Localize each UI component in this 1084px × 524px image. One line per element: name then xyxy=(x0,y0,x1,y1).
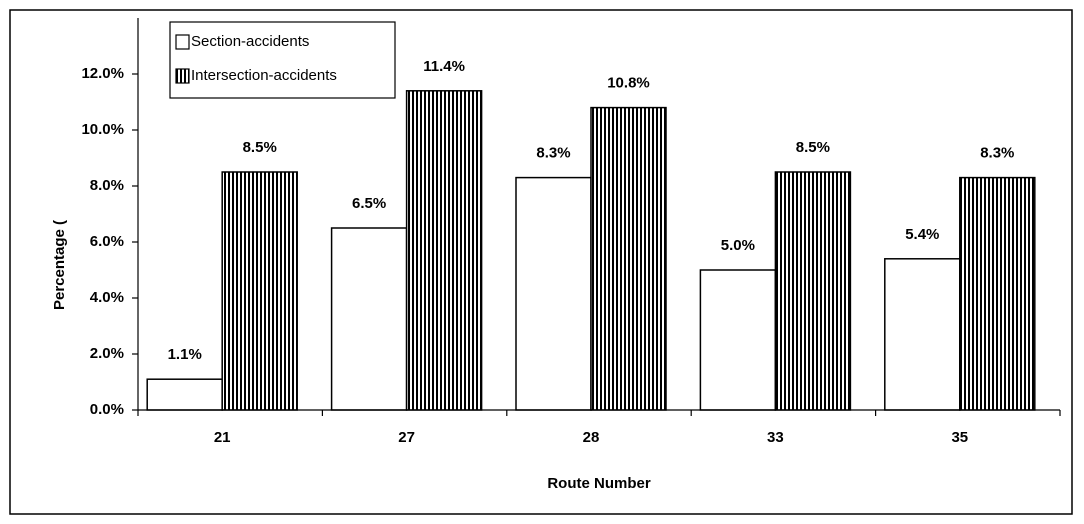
legend-box xyxy=(169,21,396,99)
legend-label: Intersection-accidents xyxy=(191,67,337,84)
value-label: 6.5% xyxy=(352,195,386,212)
bar xyxy=(515,176,592,411)
y-axis-label: Percentage ( xyxy=(51,220,68,310)
x-tick-label: 27 xyxy=(398,429,415,446)
value-label: 8.5% xyxy=(243,139,277,156)
value-label: 11.4% xyxy=(423,58,465,75)
x-tick-label: 28 xyxy=(583,429,600,446)
bar xyxy=(221,171,298,411)
value-label: 8.3% xyxy=(980,145,1014,162)
bar xyxy=(405,90,483,411)
y-tick-label: 2.0% xyxy=(90,345,124,362)
y-tick-label: 12.0% xyxy=(81,65,124,82)
bar xyxy=(590,106,667,411)
y-tick-label: 0.0% xyxy=(90,401,124,418)
legend-swatch xyxy=(175,68,190,84)
y-tick-label: 10.0% xyxy=(81,121,124,138)
value-label: 1.1% xyxy=(168,346,202,363)
value-label: 5.0% xyxy=(721,237,755,254)
y-tick-label: 4.0% xyxy=(90,289,124,306)
bar xyxy=(959,176,1036,411)
value-label: 8.5% xyxy=(796,139,830,156)
value-label: 8.3% xyxy=(536,145,570,162)
bar xyxy=(699,269,777,411)
bar xyxy=(330,227,408,411)
x-tick-label: 33 xyxy=(767,429,784,446)
bar xyxy=(774,171,852,411)
bar xyxy=(884,258,961,411)
x-tick-label: 35 xyxy=(951,429,968,446)
legend-swatch xyxy=(175,34,190,50)
y-tick-label: 6.0% xyxy=(90,233,124,250)
value-label: 5.4% xyxy=(905,226,939,243)
x-axis-label: Route Number xyxy=(547,475,651,492)
x-tick-label: 21 xyxy=(214,429,231,446)
legend-label: Section-accidents xyxy=(191,33,309,50)
y-tick-label: 8.0% xyxy=(90,177,124,194)
value-label: 10.8% xyxy=(607,75,650,92)
bar xyxy=(146,378,223,411)
frame xyxy=(9,9,1073,515)
